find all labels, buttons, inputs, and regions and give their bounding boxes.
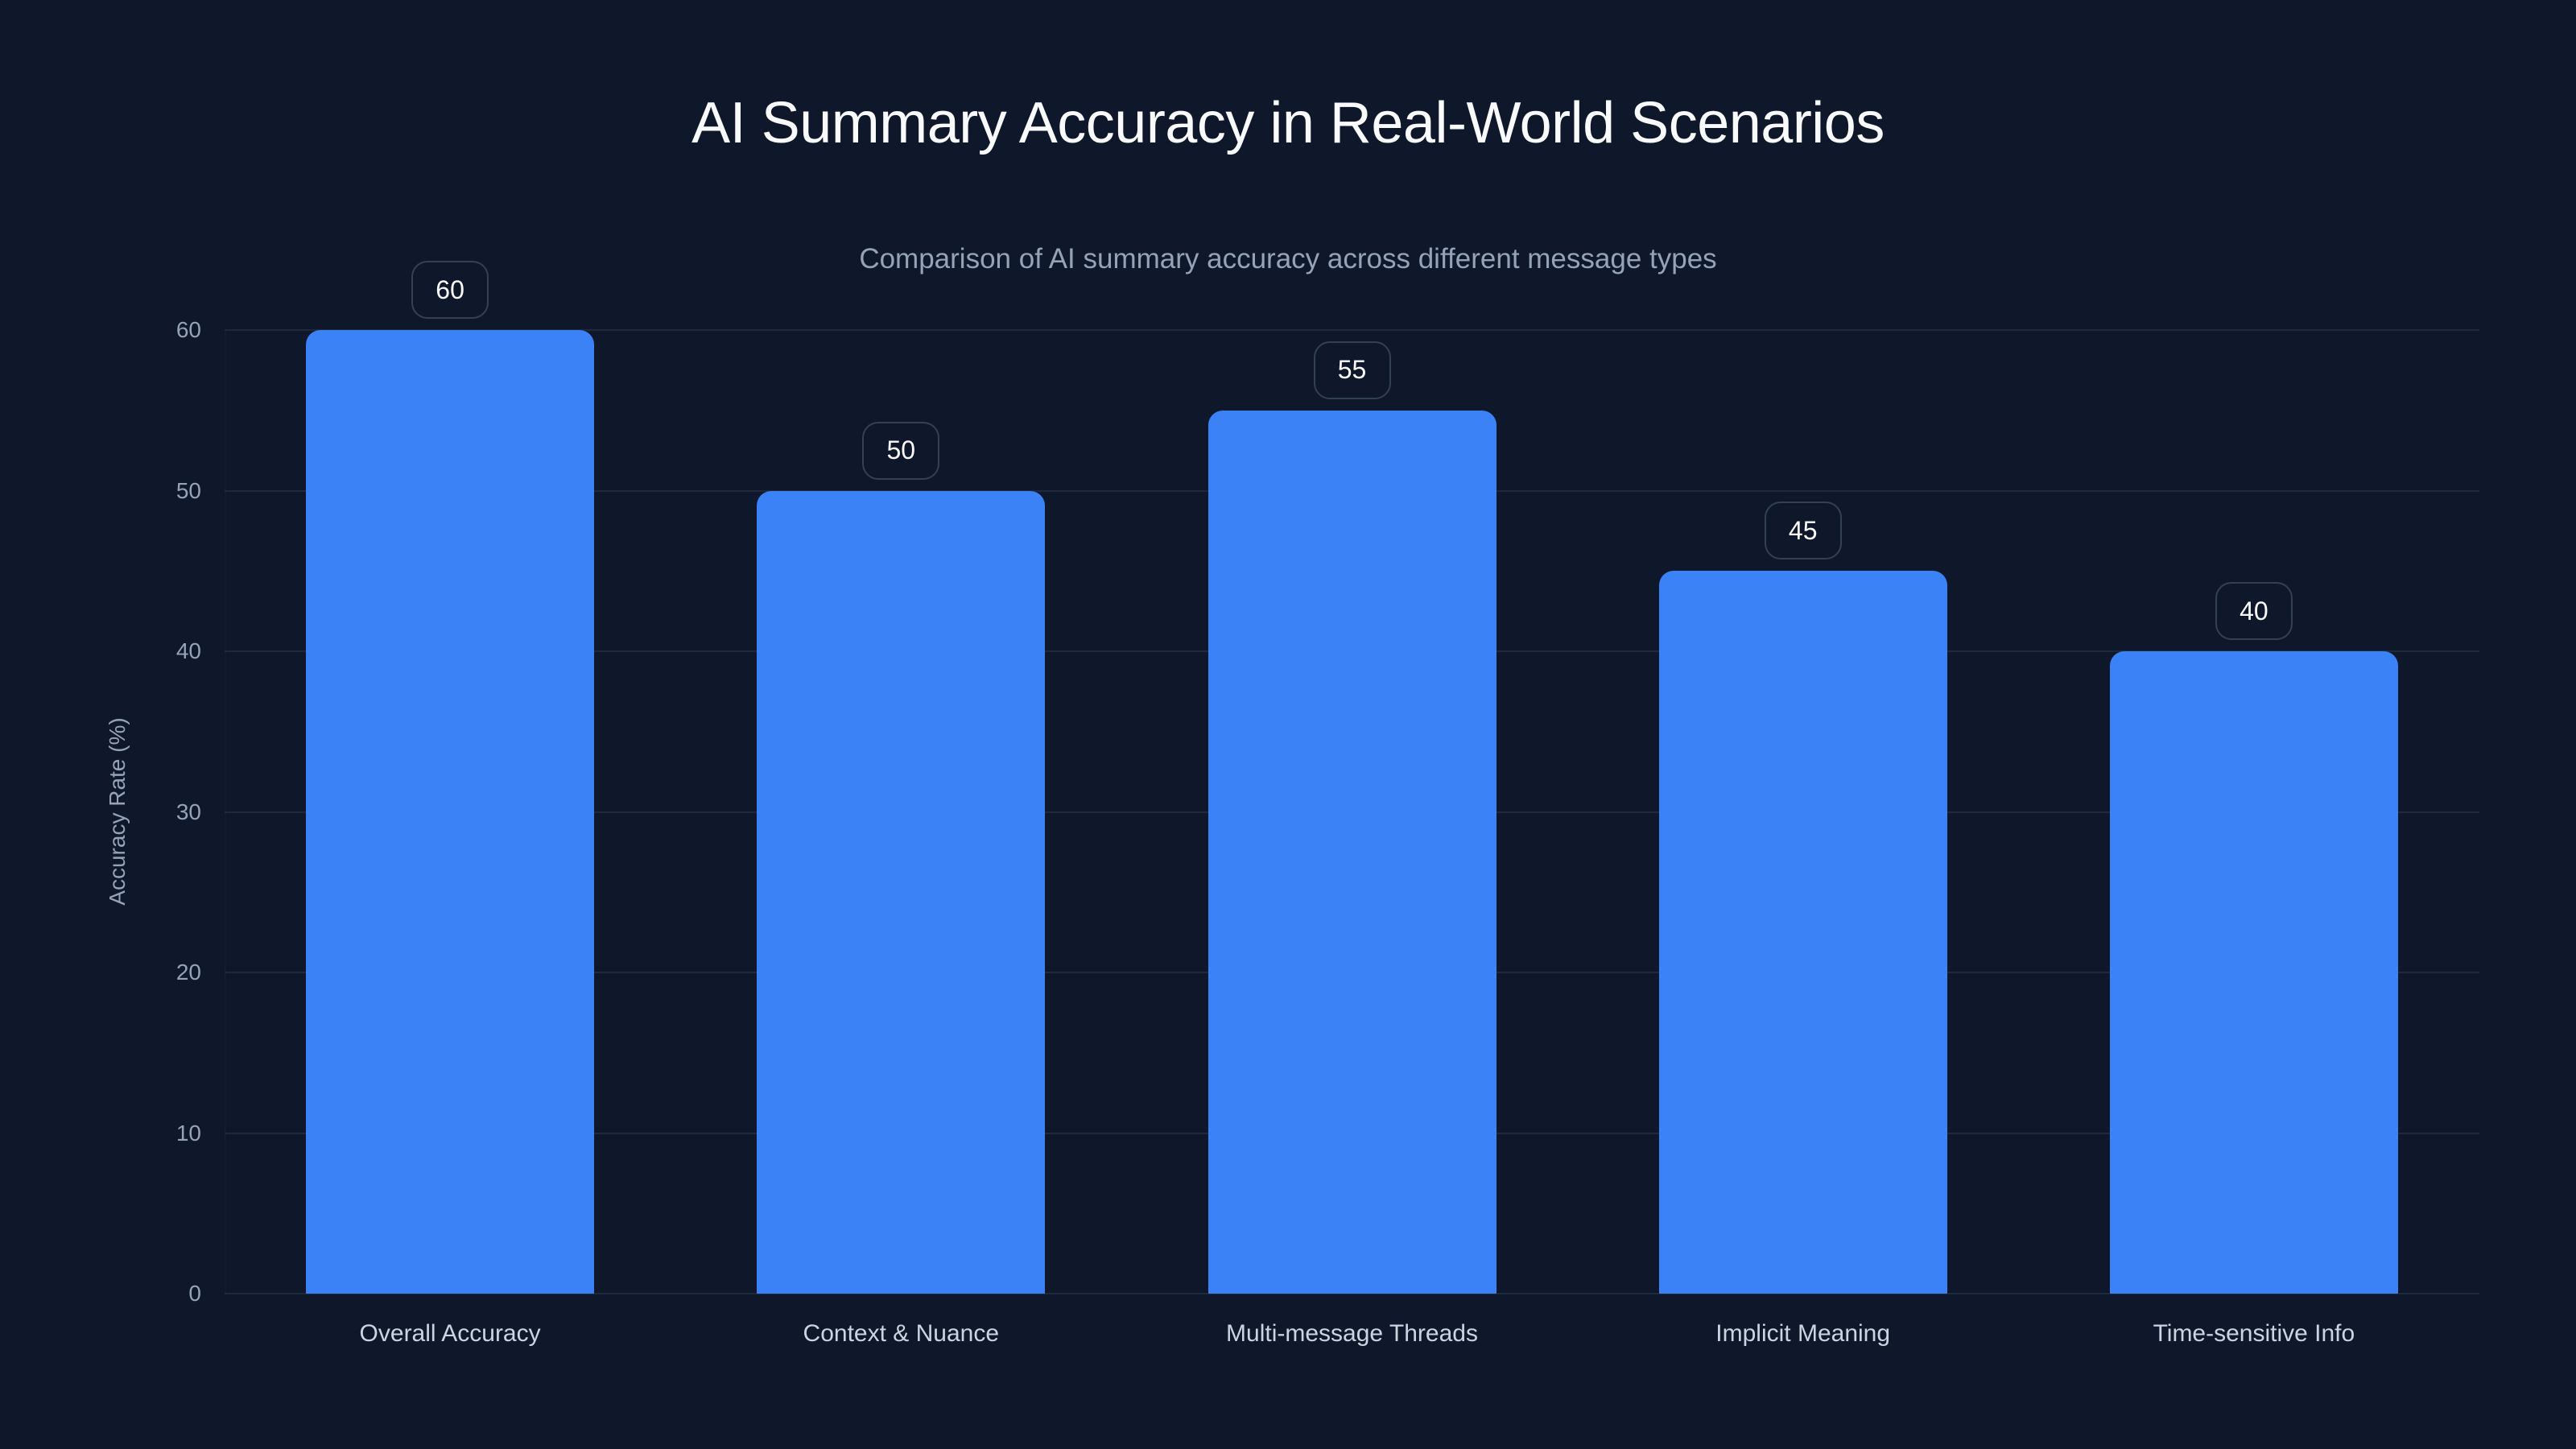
value-label: 50 [862,421,940,480]
y-tick-label: 0 [188,1281,201,1306]
gridline [225,329,2479,331]
x-tick-label: Multi-message Threads [1226,1320,1478,1347]
bar[interactable] [306,330,595,1294]
x-tick-label: Implicit Meaning [1715,1320,1891,1347]
value-label: 55 [1313,341,1391,399]
chart-subtitle: Comparison of AI summary accuracy across… [859,243,1717,275]
y-tick-label: 60 [175,317,201,342]
y-tick-label: 20 [175,960,201,985]
y-tick-label: 40 [175,638,201,663]
y-tick-label: 10 [175,1120,201,1146]
y-tick-label: 30 [175,799,201,824]
x-tick-label: Overall Accuracy [359,1320,541,1347]
bar[interactable] [1658,571,1947,1294]
bar[interactable] [2109,651,2398,1294]
bar[interactable] [757,490,1046,1294]
value-label: 60 [411,261,489,319]
value-label: 45 [1764,502,1842,560]
x-tick-label: Time-sensitive Info [2153,1320,2355,1347]
y-tick-label: 50 [175,477,201,503]
gridline [225,1293,2479,1294]
chart-title: AI Summary Accuracy in Real-World Scenar… [691,91,1885,155]
bar[interactable] [1208,410,1496,1294]
x-tick-label: Context & Nuance [803,1320,1000,1347]
value-label: 40 [2215,582,2293,640]
